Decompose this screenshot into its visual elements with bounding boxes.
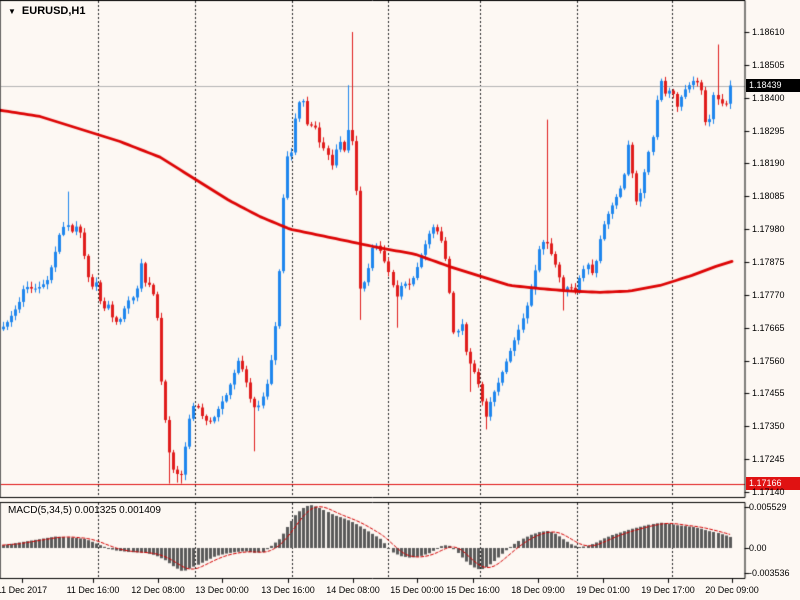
time-tick-label: 19 Dec 01:00 bbox=[576, 585, 630, 595]
price-tick-label: 1.17140 bbox=[752, 486, 785, 497]
time-tick-label: 12 Dec 08:00 bbox=[131, 585, 185, 595]
price-tick-label: 1.17980 bbox=[752, 224, 785, 235]
price-tick-label: 1.18295 bbox=[752, 125, 785, 136]
current-price-badge: 1.18439 bbox=[746, 79, 800, 92]
time-tick-label: 20 Dec 09:00 bbox=[705, 585, 759, 595]
time-tick-label: 14 Dec 08:00 bbox=[326, 585, 380, 595]
macd-tick-label: 0.00 bbox=[749, 543, 767, 553]
price-tick-label: 1.18190 bbox=[752, 158, 785, 169]
time-tick-label: 13 Dec 16:00 bbox=[261, 585, 315, 595]
time-tick-label: 15 Dec 16:00 bbox=[446, 585, 500, 595]
price-tick-label: 1.17560 bbox=[752, 355, 785, 366]
price-tick-label: 1.18610 bbox=[752, 27, 785, 37]
price-tick-label: 1.17455 bbox=[752, 388, 785, 399]
time-tick-label: 11 Dec 2017 bbox=[0, 585, 48, 595]
macd-indicator-label: MACD(5,34,5) 0.001325 0.001409 bbox=[8, 505, 161, 516]
symbol-label: ▼ EURUSD,H1 bbox=[8, 5, 86, 17]
time-tick-label: 13 Dec 00:00 bbox=[195, 585, 249, 595]
time-tick-label: 15 Dec 00:00 bbox=[390, 585, 444, 595]
price-tick-label: 1.17245 bbox=[752, 454, 785, 465]
alert-price-badge: 1.17166 bbox=[746, 477, 800, 491]
time-tick-label: 19 Dec 17:00 bbox=[641, 585, 695, 595]
price-tick-label: 1.18400 bbox=[752, 92, 785, 103]
time-tick-label: 18 Dec 09:00 bbox=[511, 585, 565, 595]
price-tick-label: 1.17350 bbox=[752, 421, 785, 432]
price-tick-label: 1.17770 bbox=[752, 289, 785, 300]
macd-tick-label: -0.003536 bbox=[749, 568, 790, 578]
price-tick-label: 1.18085 bbox=[752, 191, 785, 202]
price-tick-label: 1.17875 bbox=[752, 256, 785, 267]
symbol-dropdown-icon: ▼ bbox=[8, 6, 16, 16]
time-tick-label: 11 Dec 16:00 bbox=[66, 585, 120, 595]
price-tick-label: 1.17665 bbox=[752, 322, 785, 333]
symbol-period-text: EURUSD,H1 bbox=[21, 5, 86, 17]
macd-tick-label: 0.005529 bbox=[749, 502, 787, 512]
price-tick-label: 1.18505 bbox=[752, 59, 785, 70]
